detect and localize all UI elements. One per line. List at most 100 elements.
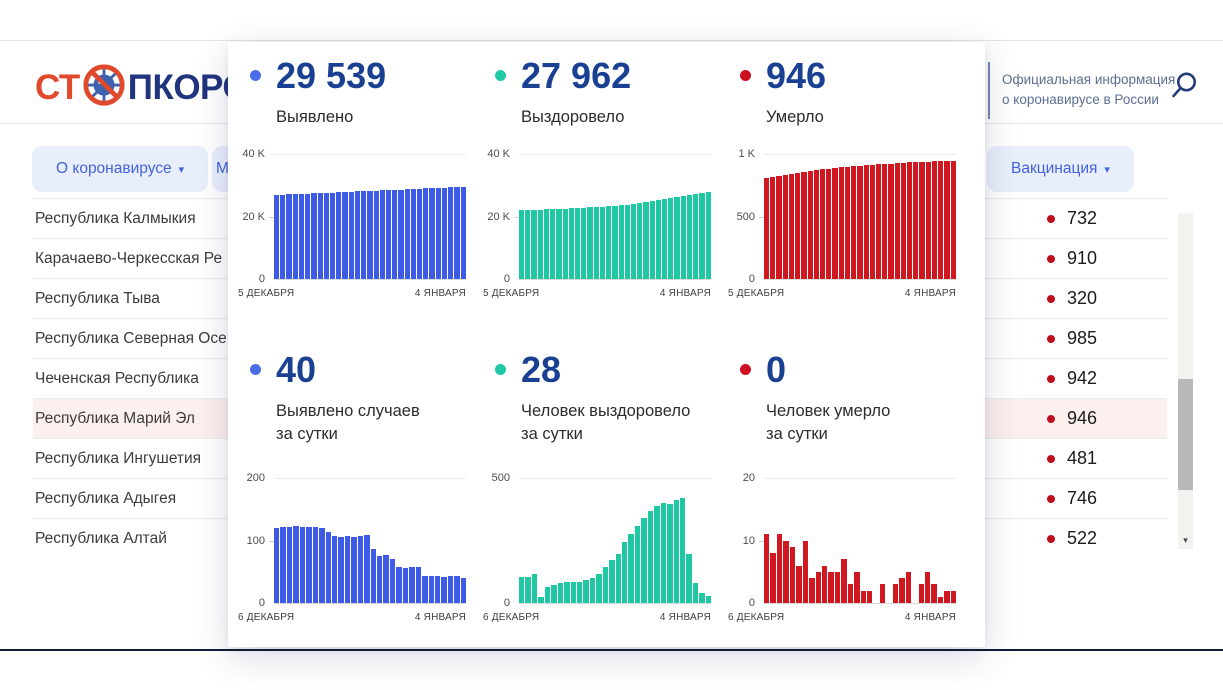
bar bbox=[441, 187, 448, 279]
bar bbox=[770, 553, 776, 603]
bar bbox=[587, 207, 593, 279]
region-row[interactable]: Республика Калмыкия bbox=[33, 198, 228, 238]
bar bbox=[815, 571, 821, 603]
y-tick-label: 200 bbox=[246, 472, 265, 484]
gridline bbox=[269, 540, 275, 542]
bar bbox=[570, 581, 576, 603]
bar bbox=[385, 190, 392, 279]
bar bbox=[377, 556, 383, 603]
region-row[interactable]: Республика Алтай bbox=[33, 518, 228, 558]
bar bbox=[796, 565, 802, 603]
tagline-line1: Официальная информация bbox=[1002, 72, 1176, 87]
bar bbox=[562, 208, 568, 279]
bar bbox=[311, 193, 317, 279]
region-deaths-row[interactable]: 910 bbox=[985, 238, 1167, 278]
charts-total-row: 40 K 20 K 0 5 ДЕКАБРЯ 4 ЯНВАРЯ 40 K 20 K 0 5 … bbox=[238, 148, 973, 299]
y-axis: 500 0 bbox=[483, 472, 519, 609]
bar bbox=[357, 535, 364, 603]
bar bbox=[423, 188, 429, 279]
y-axis: 20 10 0 bbox=[728, 472, 764, 609]
region-deaths-row[interactable]: 942 bbox=[985, 358, 1167, 398]
deaths-count: 732 bbox=[1067, 208, 1098, 228]
region-deaths-row[interactable]: 481 bbox=[985, 438, 1167, 478]
stat-block: 27 962 Выздоровело bbox=[483, 54, 728, 129]
bar bbox=[609, 560, 615, 603]
bar bbox=[441, 577, 447, 603]
region-row[interactable]: Республика Северная Осе bbox=[33, 318, 228, 358]
stat-value: 29 539 bbox=[276, 55, 387, 96]
y-tick-label: 0 bbox=[258, 273, 265, 285]
nav-vaccination[interactable]: Вакцинация ▾ bbox=[987, 146, 1134, 192]
red-dot-icon bbox=[1047, 374, 1055, 383]
scrollbar-down-arrow-icon[interactable]: ▾ bbox=[1183, 535, 1188, 545]
bar bbox=[821, 565, 828, 603]
stat-label: Умерло bbox=[766, 108, 824, 126]
bar bbox=[599, 206, 606, 279]
bar bbox=[662, 199, 668, 279]
scrollbar-track[interactable]: ▾ bbox=[1178, 213, 1193, 549]
region-row[interactable]: Чеченская Республика bbox=[33, 358, 228, 398]
bar bbox=[667, 504, 673, 603]
bar bbox=[351, 536, 357, 603]
bar bbox=[931, 161, 938, 279]
bar bbox=[844, 166, 851, 279]
chevron-down-icon: ▾ bbox=[1104, 163, 1110, 176]
stat-value: 946 bbox=[766, 55, 827, 96]
bar bbox=[448, 187, 454, 279]
region-row[interactable]: Республика Тыва bbox=[33, 278, 228, 318]
bar bbox=[944, 160, 950, 279]
nav-partial-label: М bbox=[216, 160, 229, 177]
bar bbox=[602, 566, 609, 603]
bar bbox=[907, 162, 913, 279]
gridline bbox=[519, 154, 711, 155]
bar bbox=[686, 553, 692, 603]
bar bbox=[705, 596, 712, 603]
y-axis: 1 K 500 0 bbox=[728, 148, 764, 285]
gridline bbox=[759, 540, 765, 542]
bar bbox=[274, 528, 280, 603]
bar bbox=[593, 207, 599, 279]
region-deaths-row[interactable]: 732 bbox=[985, 198, 1167, 238]
scrollbar-thumb[interactable] bbox=[1178, 379, 1193, 490]
deaths-count: 481 bbox=[1067, 448, 1098, 468]
search-icon[interactable] bbox=[1169, 70, 1199, 100]
bar bbox=[434, 575, 441, 603]
bar bbox=[293, 526, 299, 603]
bar bbox=[770, 176, 776, 279]
bar bbox=[693, 193, 699, 279]
bar bbox=[699, 593, 705, 603]
gridline bbox=[764, 478, 956, 479]
y-tick-label: 20 K bbox=[487, 210, 510, 223]
bar bbox=[370, 549, 376, 603]
region-deaths-row[interactable]: 522 bbox=[985, 518, 1167, 558]
bar bbox=[342, 192, 348, 279]
bar bbox=[556, 208, 562, 279]
region-name: Карачаево-Черкесская Ре bbox=[35, 250, 223, 267]
bar bbox=[544, 587, 551, 603]
stat-label: Человек выздоровело за сутки bbox=[521, 402, 691, 443]
region-row[interactable]: Карачаево-Черкесская Ре bbox=[33, 238, 228, 278]
red-dot-icon bbox=[1047, 334, 1055, 343]
bar bbox=[292, 194, 298, 279]
region-row[interactable]: Республика Адыгея bbox=[33, 478, 228, 518]
region-deaths-row[interactable]: 946 bbox=[985, 398, 1167, 438]
bar bbox=[551, 585, 557, 603]
region-row[interactable]: Республика Марий Эл bbox=[33, 398, 228, 438]
region-deaths-row[interactable]: 746 bbox=[985, 478, 1167, 518]
bar bbox=[826, 168, 832, 279]
region-deaths-row[interactable]: 320 bbox=[985, 278, 1167, 318]
bar bbox=[583, 580, 589, 603]
gridline bbox=[519, 279, 711, 280]
bar bbox=[460, 186, 466, 279]
deaths-count: 910 bbox=[1067, 248, 1098, 268]
region-deaths-row[interactable]: 985 bbox=[985, 318, 1167, 358]
bar bbox=[274, 194, 280, 279]
region-name: Республика Северная Осе bbox=[35, 330, 227, 347]
nav-about-coronavirus[interactable]: О коронавирусе ▾ bbox=[32, 146, 209, 192]
region-row[interactable]: Республика Ингушетия bbox=[33, 438, 228, 478]
chevron-down-icon: ▾ bbox=[178, 163, 185, 176]
bar bbox=[519, 210, 525, 279]
gridline bbox=[274, 478, 466, 479]
stat-block: 0 Человек умерло за сутки bbox=[728, 348, 973, 446]
